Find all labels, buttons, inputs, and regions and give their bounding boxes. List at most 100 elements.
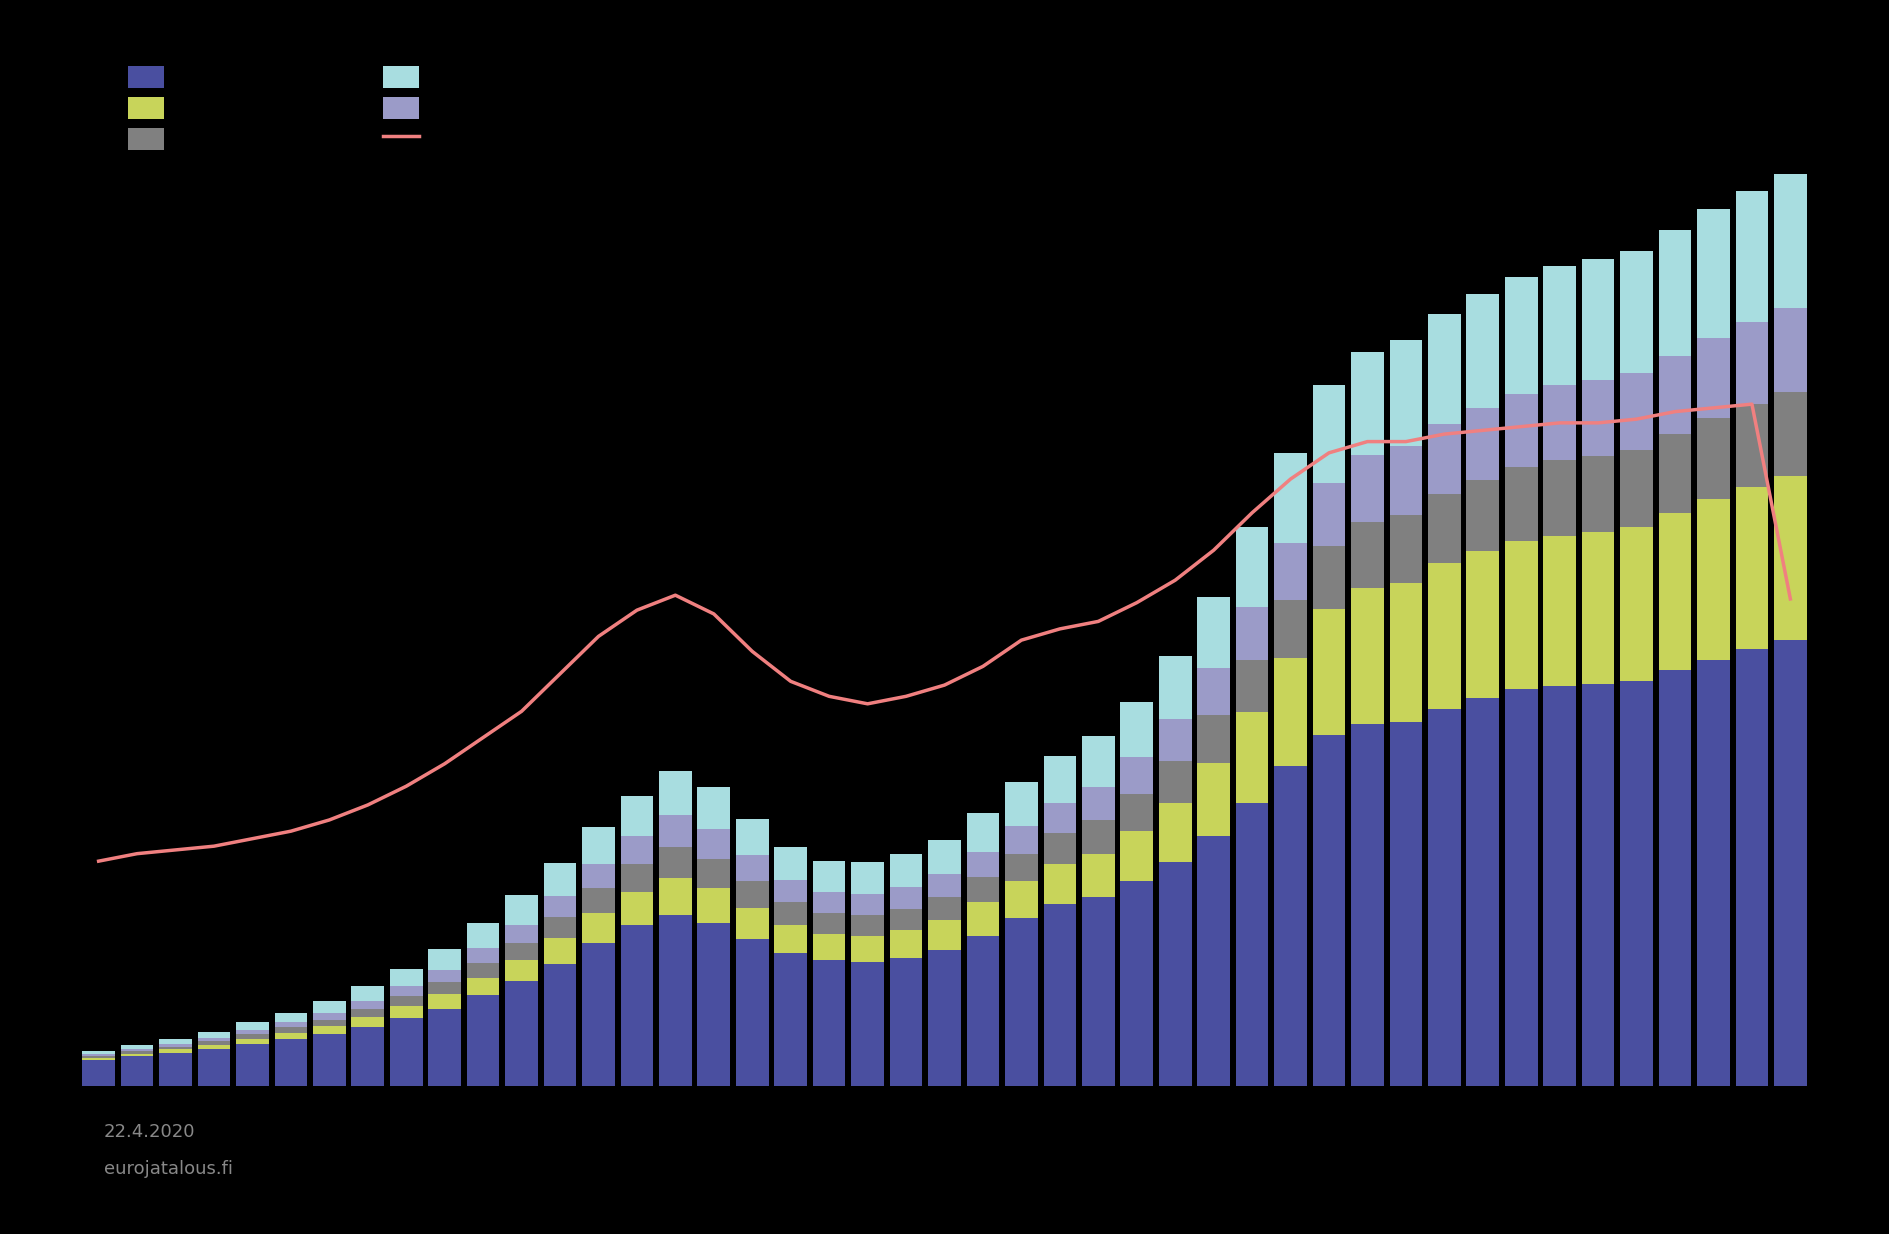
Bar	[1043, 864, 1077, 905]
Bar	[1466, 552, 1500, 698]
Bar	[1736, 649, 1768, 1086]
Bar	[812, 934, 846, 960]
Bar	[812, 913, 846, 934]
Bar	[1235, 803, 1268, 1086]
Bar	[121, 1054, 153, 1056]
Bar	[774, 847, 807, 880]
Bar	[1198, 669, 1230, 716]
Bar	[1428, 313, 1460, 423]
Bar	[582, 888, 614, 913]
Text: 22.4.2020: 22.4.2020	[104, 1123, 195, 1141]
Bar	[1774, 476, 1806, 640]
Bar	[1313, 734, 1345, 1086]
Bar	[83, 1056, 115, 1058]
Bar	[1659, 355, 1691, 434]
Bar	[890, 959, 922, 1086]
Bar	[967, 902, 999, 935]
Bar	[927, 897, 962, 919]
Bar	[659, 816, 691, 847]
Bar	[274, 1022, 308, 1028]
Bar	[1275, 766, 1307, 1086]
Bar	[1621, 450, 1653, 527]
Bar	[890, 887, 922, 908]
Bar	[1005, 854, 1037, 881]
Bar	[621, 796, 654, 837]
Bar	[1581, 684, 1615, 1086]
Bar	[1506, 468, 1538, 540]
Bar	[1313, 385, 1345, 482]
Bar	[1581, 532, 1615, 684]
Bar	[967, 935, 999, 1086]
Bar	[1543, 536, 1575, 686]
Bar	[198, 1041, 230, 1045]
Bar	[544, 938, 576, 964]
Bar	[1466, 295, 1500, 408]
Bar	[1158, 656, 1192, 719]
Bar	[812, 960, 846, 1086]
Bar	[621, 864, 654, 892]
Bar	[236, 1030, 268, 1034]
Bar	[1082, 897, 1115, 1086]
Bar	[737, 855, 769, 881]
Bar	[1696, 338, 1730, 418]
Bar	[1043, 755, 1077, 803]
Bar	[1621, 251, 1653, 373]
Bar	[1043, 833, 1077, 864]
Bar	[1506, 276, 1538, 394]
Bar	[1351, 352, 1385, 455]
Bar	[737, 908, 769, 939]
Bar	[812, 892, 846, 913]
Bar	[1621, 373, 1653, 450]
Bar	[1120, 881, 1152, 1086]
Bar	[1506, 540, 1538, 690]
Bar	[1005, 881, 1037, 918]
Bar	[1696, 499, 1730, 660]
Bar	[1082, 821, 1115, 854]
Bar	[1120, 758, 1152, 795]
Bar	[852, 893, 884, 914]
Bar	[1005, 782, 1037, 826]
Bar	[83, 1055, 115, 1056]
Bar	[389, 1018, 423, 1086]
Bar	[467, 923, 499, 948]
Bar	[1235, 660, 1268, 712]
Bar	[927, 839, 962, 875]
Bar	[159, 1039, 193, 1044]
Bar	[159, 1049, 193, 1053]
Bar	[236, 1034, 268, 1039]
Bar	[697, 829, 731, 859]
Bar	[351, 1017, 383, 1027]
Bar	[659, 771, 691, 816]
Bar	[351, 1009, 383, 1017]
Bar	[198, 1049, 230, 1086]
Bar	[582, 827, 614, 864]
Bar	[121, 1056, 153, 1086]
Bar	[1506, 394, 1538, 468]
Bar	[967, 851, 999, 877]
Bar	[1428, 494, 1460, 564]
Bar	[1275, 543, 1307, 600]
Bar	[621, 837, 654, 864]
Text: eurojatalous.fi: eurojatalous.fi	[104, 1160, 232, 1178]
Bar	[274, 1028, 308, 1033]
Bar	[314, 1013, 346, 1019]
Bar	[544, 863, 576, 896]
Bar	[236, 1044, 268, 1086]
Bar	[852, 914, 884, 935]
Bar	[1543, 267, 1575, 385]
Bar	[659, 879, 691, 914]
Bar	[1390, 447, 1422, 515]
Bar	[1351, 455, 1385, 522]
Bar	[774, 880, 807, 902]
Bar	[504, 943, 538, 960]
Bar	[1158, 719, 1192, 761]
Bar	[1736, 405, 1768, 486]
Bar	[429, 949, 461, 970]
Bar	[198, 1032, 230, 1038]
Bar	[1466, 408, 1500, 480]
Bar	[1158, 803, 1192, 863]
Bar	[1581, 457, 1615, 532]
Bar	[1390, 339, 1422, 447]
Bar	[1696, 209, 1730, 338]
Bar	[1275, 600, 1307, 658]
